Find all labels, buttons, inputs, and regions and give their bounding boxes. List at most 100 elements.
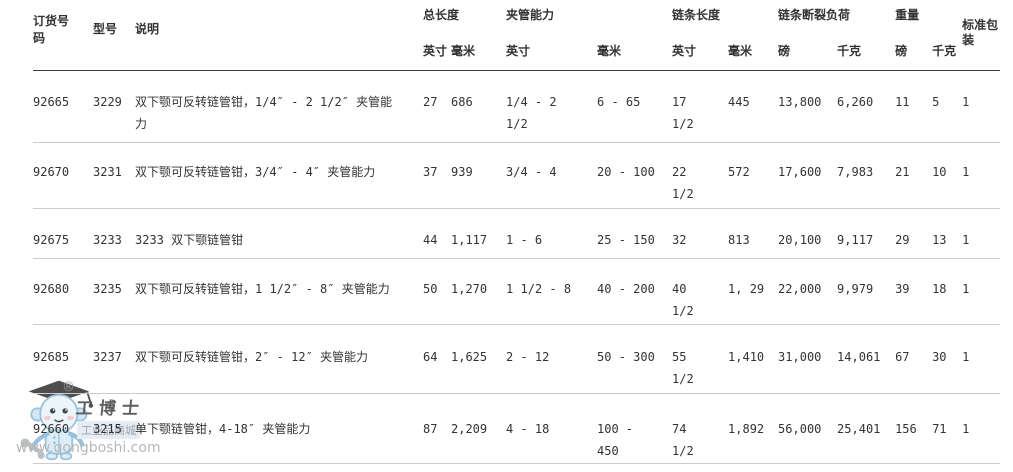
cell-load-lb: 13,800 xyxy=(778,70,838,143)
cell-load-lb: 20,100 xyxy=(778,208,838,259)
cell-standard-pack: 1 xyxy=(962,393,1001,464)
cell-standard-pack: 1 xyxy=(962,142,1001,209)
cell-length-mm: 1,625 xyxy=(451,324,507,394)
cell-model: 3229 xyxy=(93,70,135,143)
table-row: 92685 3237 双下颚可反转链管钳，2″ - 12″ 夹管能力 64 1,… xyxy=(33,324,1001,394)
cell-chain-mm: 1,410 xyxy=(728,324,779,394)
cell-description: 双下颚可反转链管钳，3/4″ - 4″ 夹管能力 xyxy=(135,142,423,209)
cell-weight-lb: 29 xyxy=(895,208,933,259)
table-row: 92665 3229 双下颚可反转链管钳，1/4″ - 2 1/2″ 夹管能 力… xyxy=(33,70,1001,143)
cell-weight-kg: 10 xyxy=(932,142,963,209)
cell-capacity-mm: 6 - 65 xyxy=(597,70,673,143)
unit-length-inch: 英寸 xyxy=(423,34,451,71)
cell-weight-kg: 5 xyxy=(932,70,963,143)
cell-order-number: 92665 xyxy=(33,70,93,143)
cell-order-number: 92675 xyxy=(33,208,93,259)
cell-capacity-inch: 4 - 18 xyxy=(506,393,598,464)
unit-capacity-mm: 毫米 xyxy=(597,34,673,71)
cell-capacity-inch: 1/4 - 2 1/2 xyxy=(506,70,598,143)
cell-chain-mm: 445 xyxy=(728,70,779,143)
cell-load-kg: 6,260 xyxy=(837,70,896,143)
cell-chain-inch: 55 1/2 xyxy=(672,324,729,394)
cell-weight-lb: 11 xyxy=(895,70,933,143)
table-row: 92670 3231 双下颚可反转链管钳，3/4″ - 4″ 夹管能力 37 9… xyxy=(33,142,1001,209)
unit-chain-mm: 毫米 xyxy=(728,34,779,71)
cell-description: 双下颚可反转链管钳，1/4″ - 2 1/2″ 夹管能 力 xyxy=(135,70,423,143)
cell-chain-mm: 572 xyxy=(728,142,779,209)
col-header-total-length: 总长度 xyxy=(423,8,460,22)
cell-load-kg: 14,061 xyxy=(837,324,896,394)
cell-length-mm: 1,117 xyxy=(451,208,507,259)
cell-description: 双下颚可反转链管钳，2″ - 12″ 夹管能力 xyxy=(135,324,423,394)
cell-length-inch: 37 xyxy=(423,142,451,209)
cell-capacity-mm: 50 - 300 xyxy=(597,324,673,394)
unit-load-kg: 千克 xyxy=(837,34,896,71)
cell-length-mm: 939 xyxy=(451,142,507,209)
cell-model: 3235 xyxy=(93,258,135,325)
cell-description: 单下颚链管钳，4-18″ 夹管能力 xyxy=(135,393,423,464)
cell-standard-pack: 1 xyxy=(962,258,1001,325)
header-unit-row: 英寸 毫米 英寸 毫米 英寸 毫米 磅 千克 磅 千克 xyxy=(33,34,1000,71)
cell-weight-lb: 156 xyxy=(895,393,933,464)
cell-load-kg: 9,117 xyxy=(837,208,896,259)
unit-load-lb: 磅 xyxy=(778,34,838,71)
cell-load-lb: 56,000 xyxy=(778,393,838,464)
cell-chain-inch: 17 1/2 xyxy=(672,70,729,143)
col-header-description: 说明 xyxy=(135,0,423,71)
cell-capacity-inch: 3/4 - 4 xyxy=(506,142,598,209)
col-header-chain-length: 链条长度 xyxy=(672,8,721,22)
unit-length-mm: 毫米 xyxy=(451,34,507,71)
cell-standard-pack: 1 xyxy=(962,324,1001,394)
cell-weight-kg: 71 xyxy=(932,393,963,464)
cell-model: 3215 xyxy=(93,393,135,464)
cell-length-inch: 50 xyxy=(423,258,451,325)
cell-order-number: 92685 xyxy=(33,324,93,394)
cell-load-kg: 25,401 xyxy=(837,393,896,464)
cell-capacity-inch: 1 - 6 xyxy=(506,208,598,259)
cell-length-inch: 87 xyxy=(423,393,451,464)
cell-weight-kg: 18 xyxy=(932,258,963,325)
cell-load-lb: 31,000 xyxy=(778,324,838,394)
cell-capacity-mm: 25 - 150 xyxy=(597,208,673,259)
header-group-row: 订货号码 型号 说明 总长度 夹管能力 链条长度 链条断裂负荷 重量 标准包装 xyxy=(33,0,1001,71)
cell-chain-mm: 1,892 xyxy=(728,393,779,464)
cell-standard-pack: 1 xyxy=(962,70,1001,143)
cell-weight-lb: 67 xyxy=(895,324,933,394)
cell-capacity-inch: 1 1/2 - 8 xyxy=(506,258,598,325)
table-row: 92675 3233 3233 双下颚链管钳 44 1,117 1 - 6 25… xyxy=(33,208,1001,259)
cell-description: 双下颚可反转链管钳，1 1/2″ - 8″ 夹管能力 xyxy=(135,258,423,325)
cell-weight-kg: 13 xyxy=(932,208,963,259)
table-header: 订货号码 型号 说明 总长度 夹管能力 链条长度 链条断裂负荷 重量 标准包装 … xyxy=(33,0,1001,71)
cell-capacity-mm: 20 - 100 xyxy=(597,142,673,209)
cell-capacity-mm: 40 - 200 xyxy=(597,258,673,325)
cell-length-inch: 44 xyxy=(423,208,451,259)
cell-length-inch: 64 xyxy=(423,324,451,394)
cell-capacity-mm: 100 - 450 xyxy=(597,393,673,464)
cell-load-kg: 9,979 xyxy=(837,258,896,325)
unit-capacity-inch: 英寸 xyxy=(506,34,598,71)
cell-length-mm: 686 xyxy=(451,70,507,143)
cell-load-lb: 17,600 xyxy=(778,142,838,209)
cell-chain-inch: 32 xyxy=(672,208,729,259)
col-header-pipe-capacity: 夹管能力 xyxy=(506,8,555,22)
cell-chain-inch: 22 1/2 xyxy=(672,142,729,209)
product-spec-table: 订货号码 型号 说明 总长度 夹管能力 链条长度 链条断裂负荷 重量 标准包装 … xyxy=(33,0,1001,464)
col-header-standard-pack: 标准包装 xyxy=(962,0,1001,71)
col-header-chain-break-load: 链条断裂负荷 xyxy=(778,8,851,22)
cell-description: 3233 双下颚链管钳 xyxy=(135,208,423,259)
cell-load-lb: 22,000 xyxy=(778,258,838,325)
cell-standard-pack: 1 xyxy=(962,208,1001,259)
cell-weight-lb: 21 xyxy=(895,142,933,209)
cell-length-inch: 27 xyxy=(423,70,451,143)
cell-weight-lb: 39 xyxy=(895,258,933,325)
unit-chain-inch: 英寸 xyxy=(672,34,729,71)
cell-load-kg: 7,983 xyxy=(837,142,896,209)
col-header-weight: 重量 xyxy=(895,8,920,22)
unit-weight-lb: 磅 xyxy=(895,34,933,71)
cell-order-number: 92670 xyxy=(33,142,93,209)
table-row: 92660 3215 单下颚链管钳，4-18″ 夹管能力 87 2,209 4 … xyxy=(33,393,1001,464)
cell-model: 3237 xyxy=(93,324,135,394)
cell-capacity-inch: 2 - 12 xyxy=(506,324,598,394)
cell-order-number: 92680 xyxy=(33,258,93,325)
